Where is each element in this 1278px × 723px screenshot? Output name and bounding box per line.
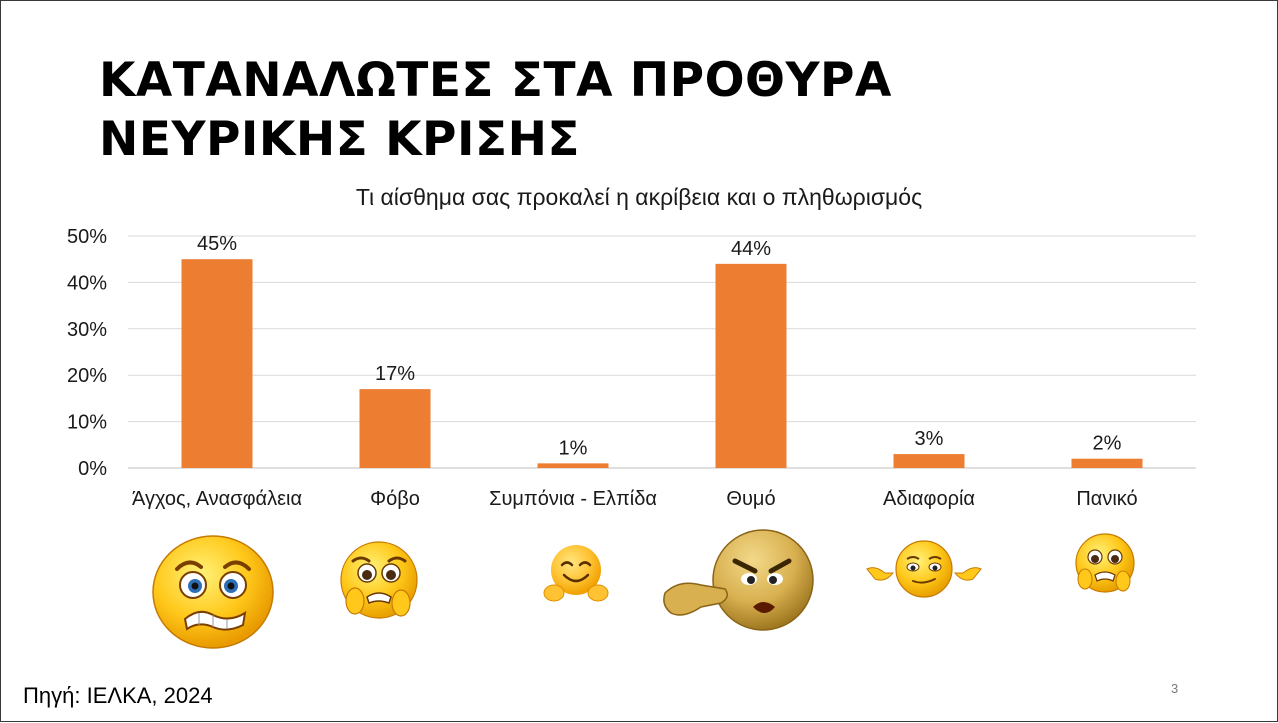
y-tick-label: 30%	[67, 319, 107, 341]
x-tick-label: Πανικό	[1076, 488, 1137, 510]
bar	[1071, 458, 1143, 468]
bar	[715, 263, 787, 468]
y-tick-label: 10%	[67, 412, 107, 434]
data-label: 2%	[1093, 433, 1122, 455]
y-tick-label: 50%	[67, 226, 107, 248]
data-label: 3%	[915, 428, 944, 450]
y-tick-label: 20%	[67, 365, 107, 387]
chart-title: Τι αίσθημα σας προκαλεί η ακρίβεια και ο…	[1, 184, 1277, 211]
y-tick-label: 0%	[78, 458, 107, 480]
data-label: 17%	[375, 363, 415, 385]
data-label: 44%	[731, 238, 771, 260]
bar	[893, 454, 965, 468]
page-number: 3	[1171, 681, 1179, 696]
y-tick-label: 40%	[67, 272, 107, 294]
bar	[359, 389, 431, 468]
shrugging-face-icon	[866, 540, 982, 598]
x-tick-label: Αδιαφορία	[883, 488, 975, 510]
x-tick-label: Φόβο	[370, 488, 420, 510]
slide-title-line-1: ΚΑΤΑΝΑΛΩΤΕΣ ΣΤΑ ΠΡΟΘΥΡΑ	[99, 53, 892, 108]
source-note: Πηγή: ΙΕΛΚΑ, 2024	[23, 683, 213, 708]
slide-title-line-2: ΝΕΥΡΙΚΗΣ ΚΡΙΣΗΣ	[99, 112, 581, 167]
smiling-hug-face-icon	[543, 545, 609, 602]
slide-title: ΚΑΤΑΝΑΛΩΤΕΣ ΣΤΑ ΠΡΟΘΥΡΑ ΝΕΥΡΙΚΗΣ ΚΡΙΣΗΣ	[99, 51, 892, 169]
x-tick-label: Θυμό	[726, 488, 775, 510]
chart-title-text: Τι αίσθημα σας προκαλεί η ακρίβεια και ο…	[355, 184, 923, 210]
x-tick-label: Συμπόνια - Ελπίδα	[489, 488, 657, 510]
data-label: 45%	[197, 233, 237, 255]
fearful-face-icon	[340, 541, 418, 619]
x-tick-label: Άγχος, Ανασφάλεια	[132, 488, 302, 510]
bar	[537, 463, 609, 468]
anxious-face-icon	[152, 535, 274, 649]
bar	[181, 259, 253, 468]
panicked-face-icon	[1075, 533, 1135, 593]
data-label: 1%	[559, 437, 588, 459]
angry-pointing-face-icon	[663, 529, 814, 631]
